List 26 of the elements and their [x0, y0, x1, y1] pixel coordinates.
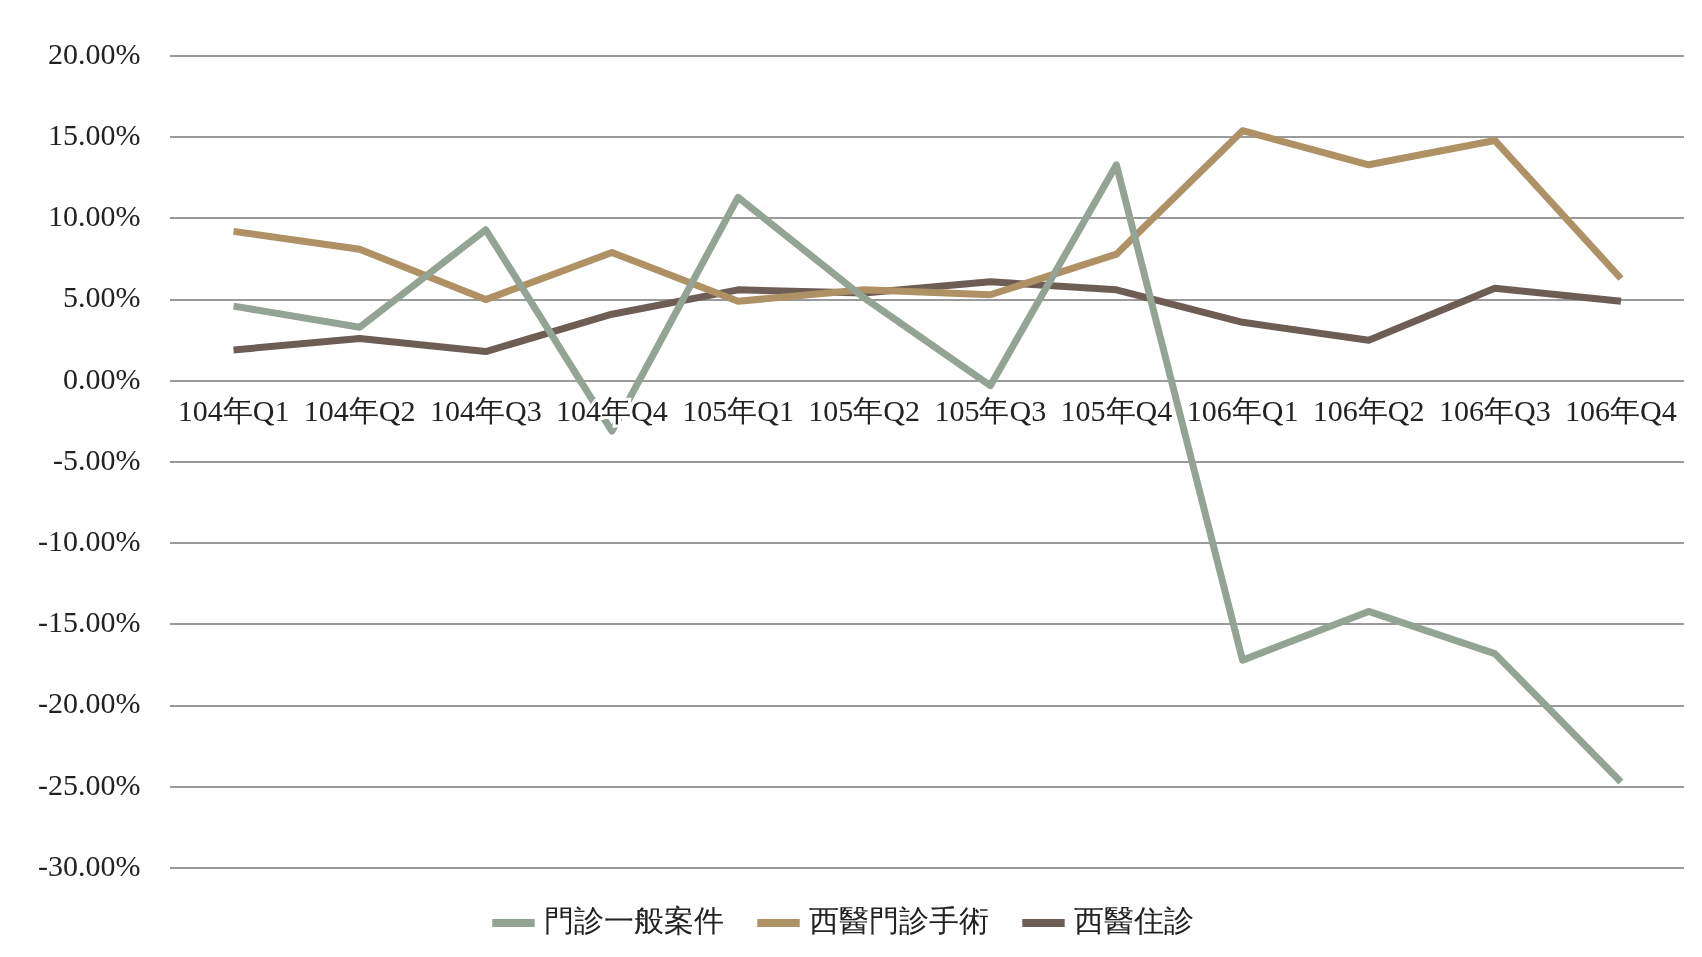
x-tick-label: 105年Q4: [1060, 393, 1173, 427]
x-tick-label: 105年Q1: [682, 393, 794, 427]
y-tick-label: 20.00%: [47, 36, 141, 70]
y-tick-label: 0.00%: [62, 361, 141, 395]
y-tick-label: -20.00%: [38, 686, 141, 720]
x-tick-label: 104年Q4: [556, 393, 668, 427]
y-tick-label: -15.00%: [38, 605, 141, 639]
y-tick-label: -5.00%: [53, 442, 141, 476]
y-tick-label: -10.00%: [38, 524, 141, 558]
x-tick-label: 106年Q2: [1312, 393, 1425, 427]
x-tick-label: 106年Q3: [1438, 393, 1551, 427]
legend-label: 門診一般案件: [543, 903, 724, 937]
x-tick-label: 105年Q2: [808, 393, 921, 427]
x-tick-label: 106年Q4: [1565, 393, 1677, 427]
x-tick-label: 104年Q2: [303, 393, 416, 427]
y-tick-label: -30.00%: [38, 848, 141, 882]
y-tick-label: 15.00%: [47, 118, 141, 152]
x-tick-label: 105年Q3: [934, 393, 1047, 427]
x-tick-label: 104年Q1: [177, 393, 290, 427]
legend-label: 西醫住診: [1073, 903, 1194, 937]
y-tick-label: 10.00%: [47, 199, 141, 233]
x-tick-label: 106年Q1: [1186, 393, 1299, 427]
legend-label: 西醫門診手術: [808, 903, 989, 937]
y-tick-label: -25.00%: [38, 767, 141, 801]
x-tick-label: 104年Q3: [429, 393, 542, 427]
y-tick-label: 5.00%: [62, 280, 141, 314]
